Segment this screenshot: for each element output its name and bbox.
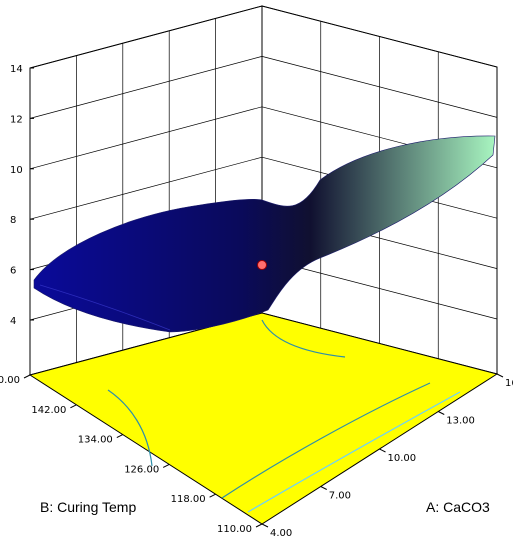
b-tick-label: 126.00 (124, 464, 159, 475)
a-tick-mark (438, 411, 445, 415)
b-tick-label: 150.00 (0, 375, 20, 386)
z-tick-label: 6 (10, 266, 16, 277)
b-tick-mark (70, 404, 77, 409)
b-tick-mark (23, 374, 31, 379)
floor-contour-4 (247, 391, 461, 513)
z-tick-label: 14 (10, 64, 23, 75)
left-wall-gridline (29, 106, 263, 170)
left-wall-gridline (29, 156, 263, 220)
z-tick-label: 12 (10, 114, 23, 125)
a-tick-mark (496, 373, 504, 378)
a-tick-label: 4.00 (270, 528, 292, 539)
b-tick-label: 142.00 (31, 405, 66, 416)
b-axis-ticks: 110.00 118.00 126.00 134.00 142.00 150.00 (0, 374, 263, 535)
floor-contour-3 (221, 382, 431, 499)
a-tick-label: 13.00 (446, 416, 475, 427)
a-tick-label: 10.00 (388, 453, 417, 464)
left-wall-gridline (29, 56, 263, 119)
b-tick-mark (255, 523, 263, 528)
surface-highlight (39, 284, 171, 331)
a-tick-mark (379, 448, 386, 453)
left-wall-gridline (29, 5, 263, 69)
floor-contour-1 (261, 319, 346, 358)
surface-mesh (33, 135, 496, 333)
b-tick-mark (209, 493, 216, 498)
a-axis-title: A: CaCO3 (426, 499, 490, 515)
design-point-marker (257, 260, 267, 270)
b-tick-label: 110.00 (217, 524, 252, 535)
z-tick-label: 8 (10, 215, 16, 226)
a-tick-mark (261, 523, 269, 528)
a-axis-ticks: 4.00 7.00 10.00 13.00 16.00 (261, 373, 513, 539)
b-tick-label: 134.00 (78, 435, 113, 446)
floor-contours (107, 319, 461, 513)
z-tick-label: 10 (10, 165, 23, 176)
z-tick-label: 4 (10, 316, 16, 327)
a-tick-mark (320, 486, 327, 490)
b-tick-mark (116, 434, 124, 439)
floor-contour-2 (107, 389, 153, 467)
a-tick-label: 7.00 (329, 491, 351, 502)
b-tick-mark (162, 463, 170, 468)
b-axis-title: B: Curing Temp (40, 499, 136, 515)
b-tick-label: 118.00 (171, 494, 206, 505)
z-axis-ticks: 4 6 8 10 12 14 (10, 64, 34, 327)
a-tick-label: 16.00 (505, 378, 513, 389)
response-surface (33, 135, 496, 333)
